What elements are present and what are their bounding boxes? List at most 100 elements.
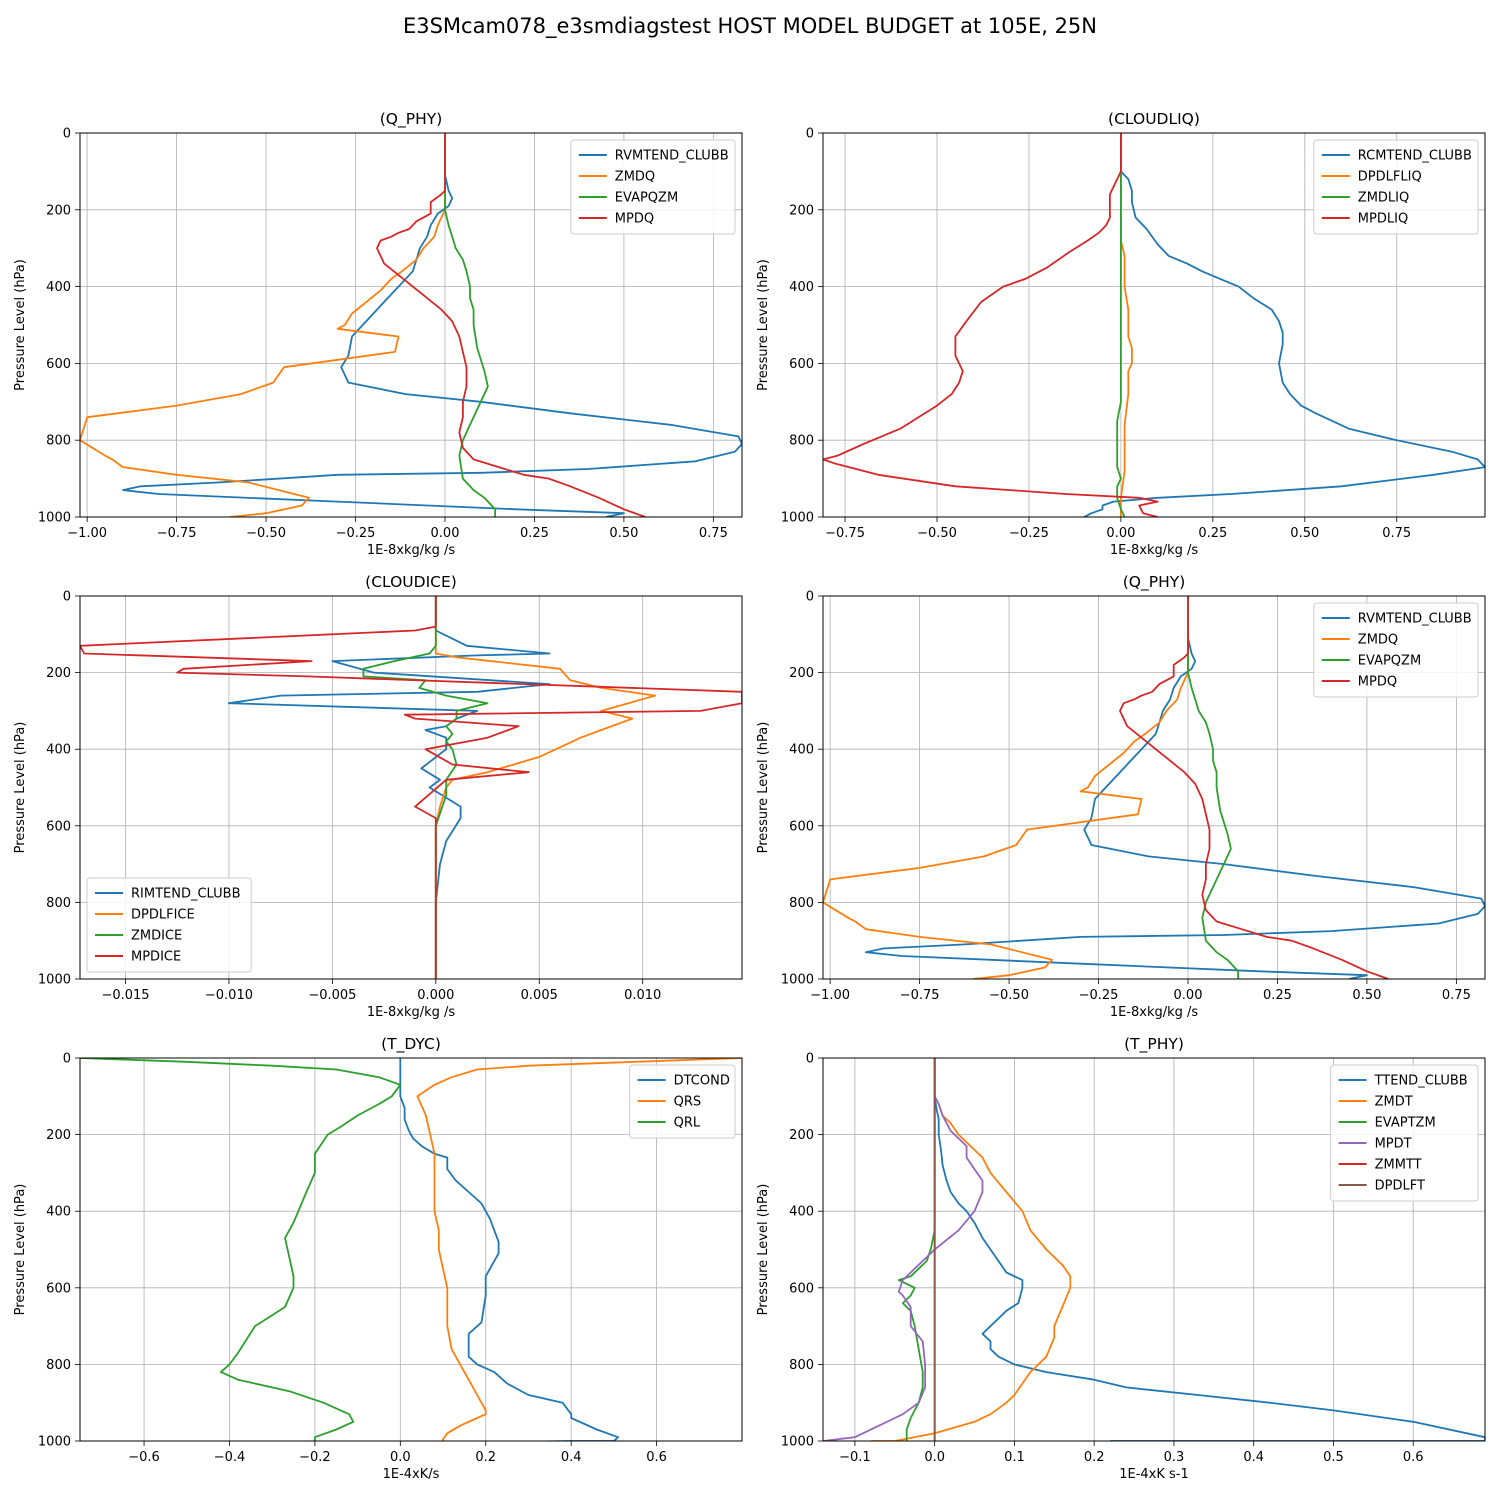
series-line-dpdlfice xyxy=(434,596,656,979)
series-lines xyxy=(80,1058,742,1441)
series-lines xyxy=(823,133,1485,517)
y-axis-label: Pressure Level (hPa) xyxy=(13,1184,28,1316)
subplot-6: −0.1 0.0 0.1 0.2 0.3 0.4 0.5 0.6 0 200 400 600 800 10… xyxy=(756,1035,1486,1482)
axes-frame xyxy=(79,595,743,980)
y-tick-label: 1000 xyxy=(38,511,71,526)
axes-frame xyxy=(79,132,743,518)
x-axis-label: 1E-4xK/s xyxy=(383,1467,440,1482)
x-tick-label: −1.00 xyxy=(67,526,107,541)
x-axis-label: 1E-8xkg/kg /s xyxy=(1110,1005,1199,1020)
series-line-zmdt xyxy=(870,1058,1072,1441)
series-line-zmdq xyxy=(80,133,446,517)
subplot-5: −0.6 −0.4 −0.2 0.0 0.2 0.4 0.6 0 200 400 600 800 100… xyxy=(13,1035,743,1482)
y-tick-label: 1000 xyxy=(38,973,71,988)
axes-frame xyxy=(822,1057,1486,1442)
y-tick-label: 400 xyxy=(789,280,814,295)
series-line-mpdq xyxy=(376,133,646,517)
y-tick-label: 400 xyxy=(789,1205,814,1220)
legend: RCMTEND_CLUBB DPDLFLIQ ZMDLIQ MPDLIQ xyxy=(1313,139,1479,235)
y-tick-label: 600 xyxy=(789,819,814,834)
y-tick-label: 1000 xyxy=(38,1435,71,1450)
x-tick-label: −0.50 xyxy=(989,988,1029,1003)
x-axis-label: 1E-8xkg/kg /s xyxy=(1110,543,1199,558)
x-tick-label: −0.4 xyxy=(214,1450,246,1465)
series-line-qrs xyxy=(416,1058,742,1441)
x-tick-label: 0.75 xyxy=(1382,526,1411,541)
x-tick-label: 0.00 xyxy=(1106,526,1135,541)
y-tick-label: 600 xyxy=(46,357,71,372)
series-line-rvmtend_clubb xyxy=(865,596,1485,979)
legend-box xyxy=(629,1064,736,1139)
series-line-evapqzm xyxy=(444,133,497,517)
x-tick-label: −0.50 xyxy=(917,526,957,541)
y-axis-label: Pressure Level (hPa) xyxy=(13,722,28,854)
x-axis-label: 1E-8xkg/kg /s xyxy=(367,543,456,558)
axes-frame xyxy=(822,595,1486,980)
series-lines xyxy=(80,596,742,979)
legend: RIMTEND_CLUBB DPDLFICE ZMDICE MPDICE xyxy=(86,877,252,973)
y-axis-label: Pressure Level (hPa) xyxy=(756,259,771,391)
legend-entry: MPDT xyxy=(1375,1137,1412,1152)
x-tick-label: 0.00 xyxy=(431,526,460,541)
series-lines xyxy=(80,133,742,517)
series-line-dpdlfliq xyxy=(1120,133,1133,517)
x-tick-label: 0.010 xyxy=(624,988,661,1003)
series-line-evapqzm xyxy=(1187,596,1239,979)
y-tick-label: 1000 xyxy=(781,1435,814,1450)
y-axis-label: Pressure Level (hPa) xyxy=(13,259,28,391)
series-line-rcmtend_clubb xyxy=(1083,133,1485,517)
y-axis-label: Pressure Level (hPa) xyxy=(756,722,771,854)
subplot-3: −0.015 −0.010 −0.005 0.000 0.005 0.010 0 200 400… xyxy=(13,573,743,1020)
x-tick-label: −0.75 xyxy=(825,526,865,541)
x-tick-label: 0.2 xyxy=(475,1450,496,1465)
x-axis-label: 1E-8xkg/kg /s xyxy=(367,1005,456,1020)
series-line-mpdq xyxy=(1119,596,1389,979)
legend-box xyxy=(1313,139,1479,235)
y-tick-label: 200 xyxy=(46,666,71,681)
legend-box xyxy=(1313,602,1479,698)
subplot-title: (Q_PHY) xyxy=(1123,573,1186,592)
series-lines xyxy=(823,1058,1485,1441)
legend-entry: MPDLIQ xyxy=(1358,212,1408,227)
x-tick-label: 0.0 xyxy=(924,1450,945,1465)
x-tick-label: 0.4 xyxy=(1243,1450,1264,1465)
legend-entry: ZMDICE xyxy=(131,929,182,944)
series-line-rimtend_clubb xyxy=(227,596,551,979)
x-tick-label: 0.25 xyxy=(1198,526,1227,541)
x-tick-label: 0.00 xyxy=(1174,988,1203,1003)
y-tick-label: 400 xyxy=(46,280,71,295)
x-tick-label: −0.015 xyxy=(101,988,149,1003)
series-line-mpdliq xyxy=(823,133,1159,517)
legend-entry: RVMTEND_CLUBB xyxy=(1358,612,1472,627)
series-line-rvmtend_clubb xyxy=(122,133,742,517)
legend: DTCOND QRS QRL xyxy=(629,1064,736,1139)
y-tick-label: 800 xyxy=(789,434,814,449)
x-tick-label: −0.010 xyxy=(205,988,253,1003)
x-tick-label: 0.4 xyxy=(561,1450,582,1465)
legend-entry: ZMDQ xyxy=(1358,633,1398,648)
legend-box xyxy=(86,877,252,973)
y-tick-label: 800 xyxy=(46,434,71,449)
y-tick-label: 0 xyxy=(806,1052,814,1067)
series-line-ttend_clubb xyxy=(933,1058,1485,1441)
subplot-title: (T_PHY) xyxy=(1124,1035,1184,1054)
x-tick-label: −1.00 xyxy=(810,988,850,1003)
y-tick-label: 200 xyxy=(46,1128,71,1143)
y-tick-label: 600 xyxy=(789,1281,814,1296)
legend-entry: ZMDLIQ xyxy=(1358,191,1409,206)
y-tick-label: 0 xyxy=(806,590,814,605)
series-line-mpdt xyxy=(823,1058,984,1441)
y-tick-label: 400 xyxy=(46,743,71,758)
series-line-zmdice xyxy=(362,596,489,979)
legend-entry: DTCOND xyxy=(674,1074,730,1089)
x-tick-label: 0.25 xyxy=(520,526,549,541)
series-line-zmdliq xyxy=(1116,133,1126,517)
series-line-zmdq xyxy=(823,596,1189,979)
x-tick-label: 0.6 xyxy=(1403,1450,1424,1465)
series-line-dtcond xyxy=(399,1058,619,1441)
subplot-title: (T_DYC) xyxy=(381,1035,441,1054)
series-line-qrl xyxy=(80,1058,402,1441)
x-tick-label: 0.75 xyxy=(1442,988,1471,1003)
x-tick-label: 0.6 xyxy=(646,1450,667,1465)
